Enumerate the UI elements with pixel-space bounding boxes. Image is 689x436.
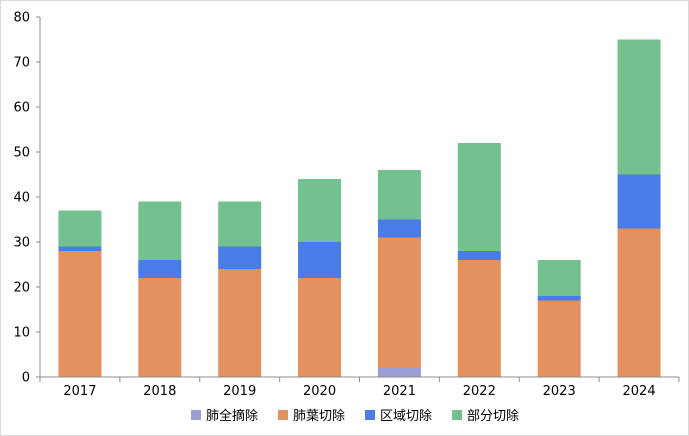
x-tick-label: 2017: [63, 384, 96, 399]
axes-layer: 0 10 20 30 40 50 60 70 80 2017 2018 2019 2020 2021 202…: [13, 11, 680, 399]
legend-swatch: [365, 410, 376, 420]
bar-segment: [218, 201, 262, 247]
bar-segment: [138, 278, 182, 377]
bar-segment: [617, 228, 661, 377]
bar-segment: [617, 174, 661, 229]
x-tick-label: 2021: [383, 384, 416, 399]
bar-segment: [58, 251, 102, 377]
bar-segment: [138, 201, 182, 260]
x-tick-label: 2023: [543, 384, 576, 399]
y-tick-label: 20: [13, 281, 30, 296]
bar-segment: [218, 269, 262, 377]
bar-segment: [377, 219, 421, 238]
bars-layer: [58, 39, 661, 377]
legend-swatch: [278, 410, 289, 420]
x-tick-label: 2020: [303, 384, 336, 399]
bar-segment: [377, 368, 421, 377]
bar-segment: [537, 260, 581, 296]
bar-segment: [58, 246, 102, 251]
bar-segment: [58, 210, 102, 247]
bar-segment: [457, 251, 501, 260]
y-tick-label: 50: [13, 146, 30, 161]
bar-segment: [537, 296, 581, 301]
bar-segment: [377, 237, 421, 368]
x-tick-label: 2018: [143, 384, 176, 399]
x-tick-label: 2024: [623, 384, 656, 399]
y-tick-label: 70: [13, 56, 30, 71]
bar-segment: [138, 260, 182, 278]
y-tick-label: 80: [13, 11, 30, 26]
legend-label: 肺全摘除: [206, 408, 258, 424]
legend-label: 肺葉切除: [293, 409, 345, 424]
legend-label: 部分切除: [467, 409, 519, 424]
y-tick-label: 0: [22, 371, 30, 386]
y-tick-label: 10: [13, 326, 30, 341]
bar-segment: [457, 143, 501, 251]
bar-segment: [537, 300, 581, 377]
legend-swatch: [191, 410, 201, 420]
legend-swatch: [452, 410, 463, 420]
legend: 肺全摘除 肺葉切除 区域切除 部分切除: [191, 408, 519, 424]
legend-label: 区域切除: [380, 409, 432, 424]
x-tick-label: 2022: [463, 384, 496, 399]
bar-segment: [298, 179, 342, 242]
bar-segment: [218, 246, 262, 269]
bar-segment: [298, 278, 342, 377]
x-tick-label: 2019: [223, 384, 256, 399]
y-tick-label: 40: [13, 191, 30, 206]
bar-segment: [377, 170, 421, 220]
bar-segment: [298, 242, 342, 278]
bar-segment: [457, 260, 501, 377]
y-tick-label: 30: [13, 236, 30, 251]
bar-segment: [617, 39, 661, 175]
y-tick-label: 60: [13, 101, 30, 116]
